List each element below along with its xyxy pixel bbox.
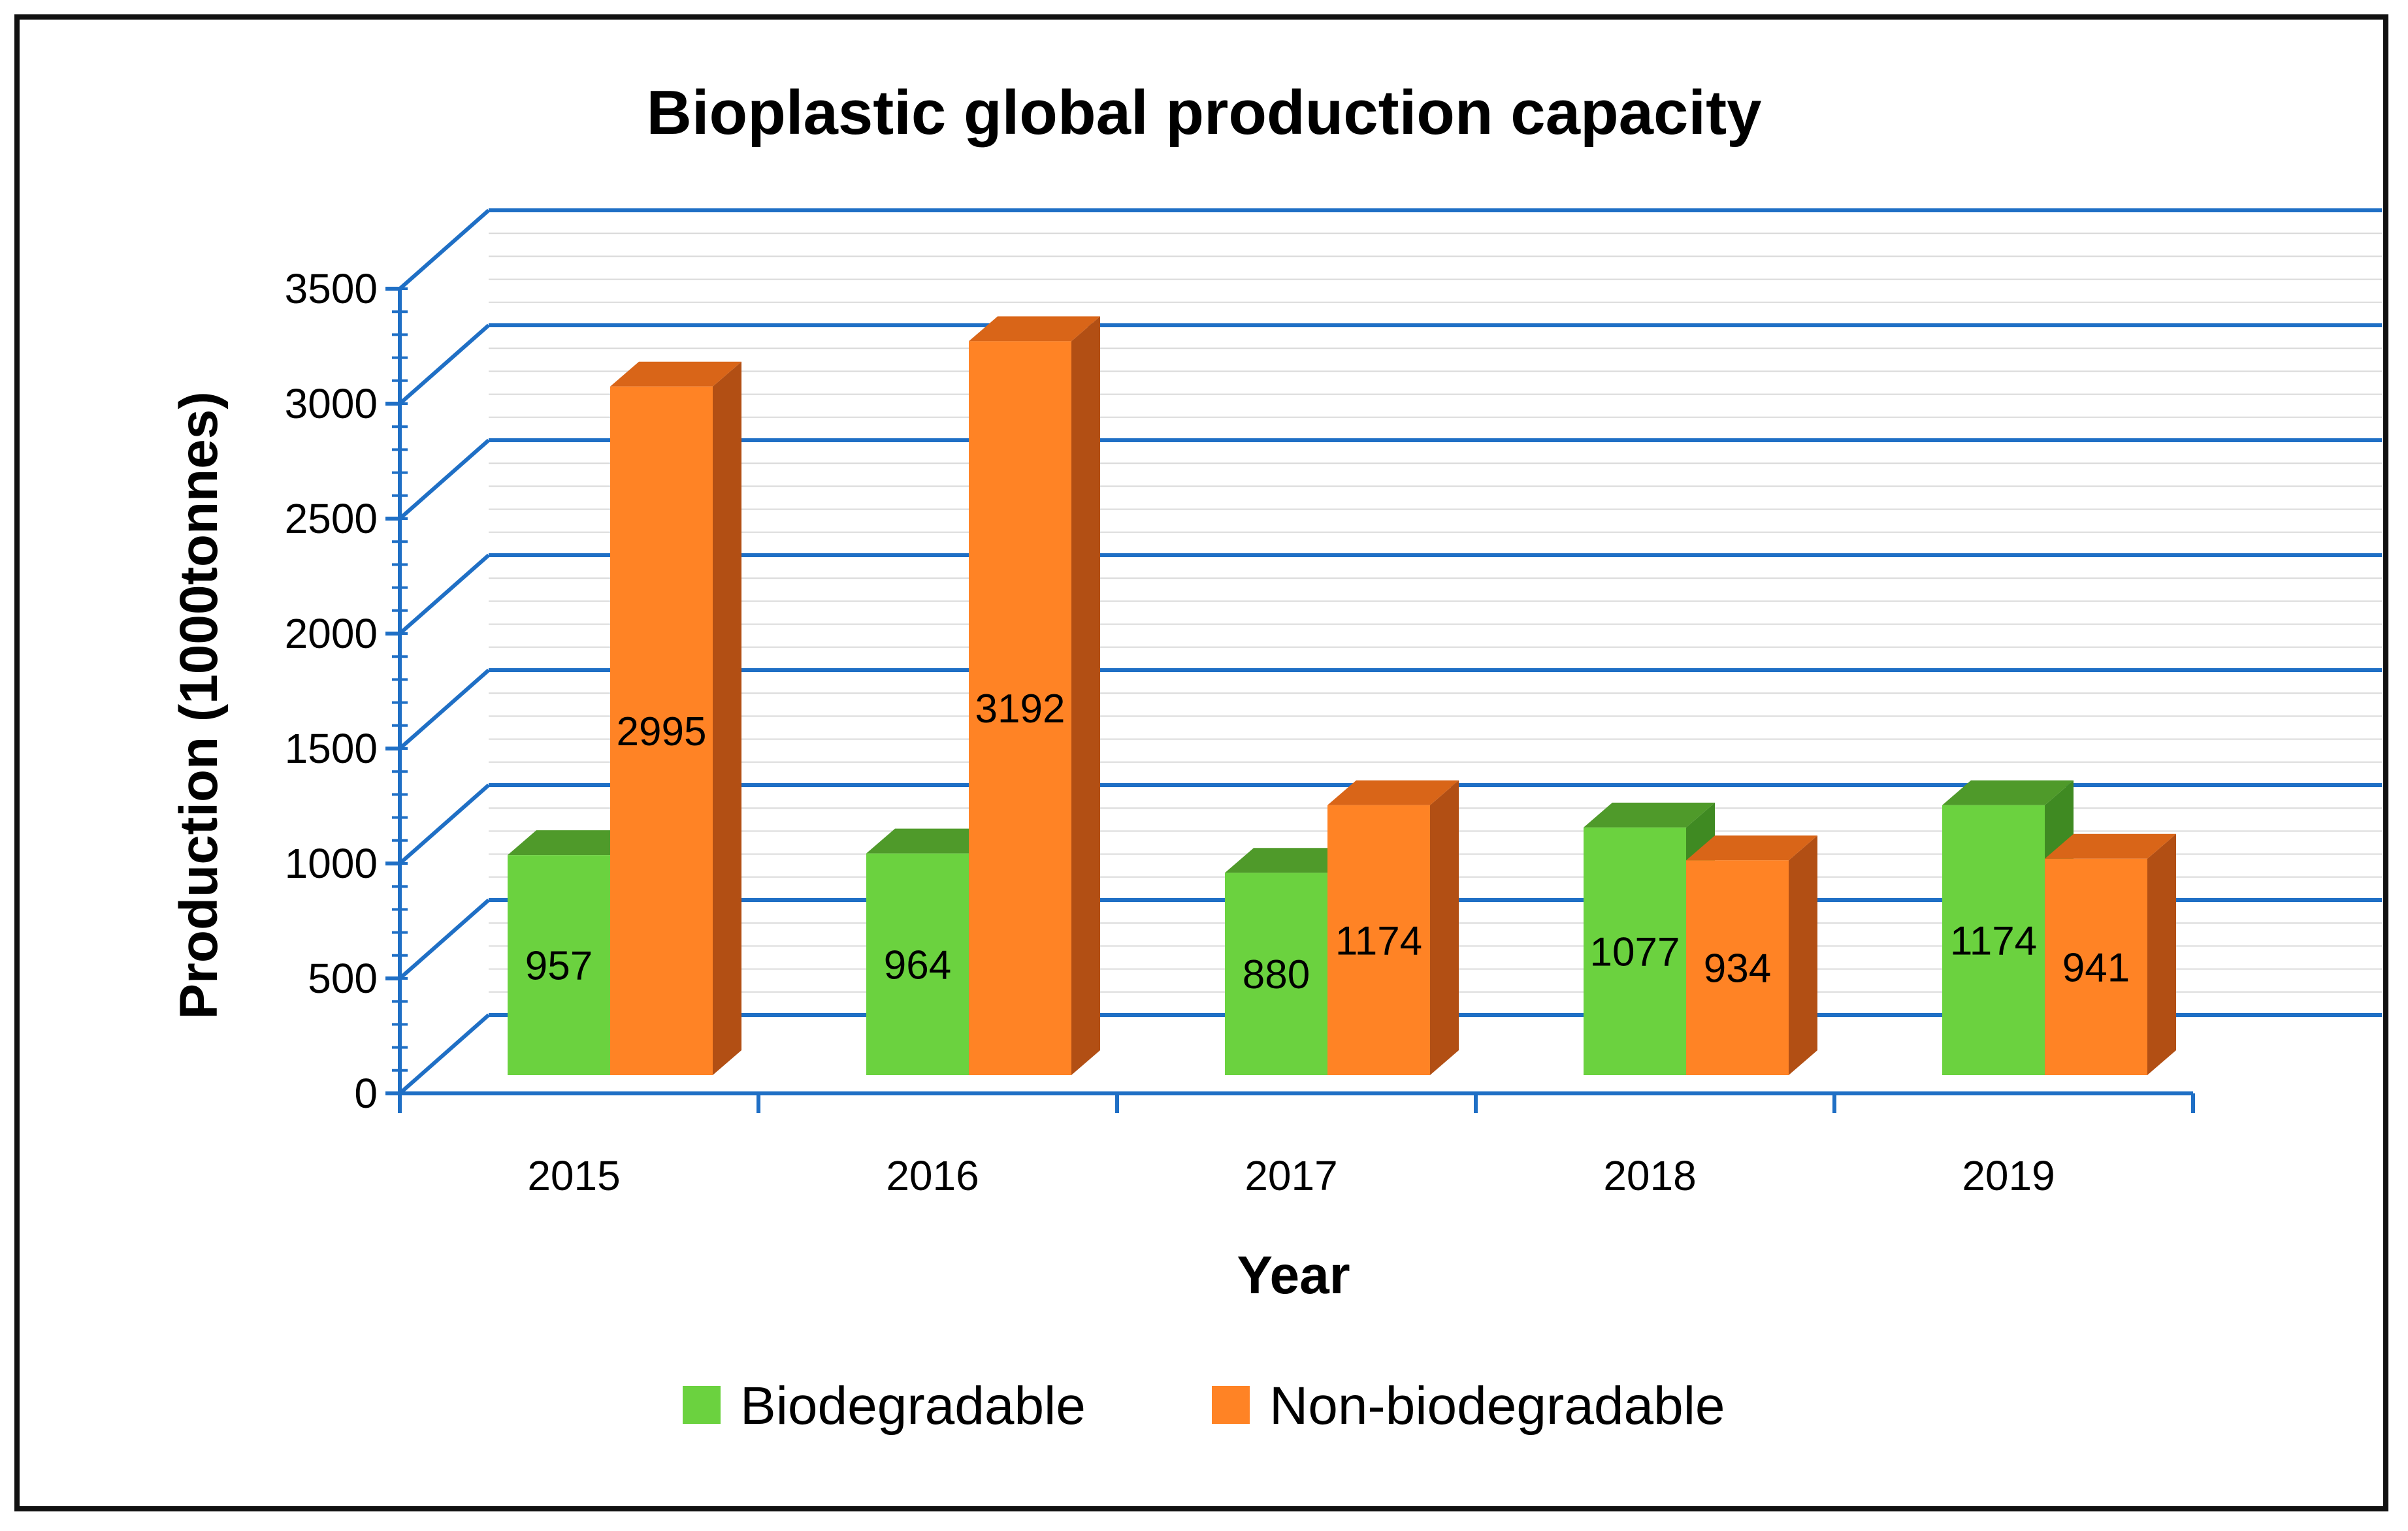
side-gridline bbox=[399, 438, 490, 521]
bar-top bbox=[1686, 835, 1817, 861]
y-tick-label: 1000 bbox=[285, 840, 378, 887]
bar-top bbox=[1225, 848, 1356, 873]
data-label: 1174 bbox=[1950, 918, 2037, 963]
bar-front bbox=[1327, 805, 1430, 1075]
y-tick-label: 2500 bbox=[285, 495, 378, 542]
bar-non-biodegradable-2015 bbox=[610, 361, 741, 1075]
y-tick-label: 0 bbox=[354, 1070, 378, 1117]
bar-side bbox=[2147, 833, 2176, 1075]
bar-non-biodegradable-2017 bbox=[1327, 780, 1459, 1075]
bar-top bbox=[2045, 833, 2176, 859]
legend-label-0: Biodegradable bbox=[740, 1376, 1086, 1436]
x-axis-title: Year bbox=[1237, 1246, 1350, 1305]
x-tick-label: 2015 bbox=[527, 1152, 620, 1199]
side-gridline bbox=[399, 898, 490, 980]
side-gridline bbox=[399, 783, 490, 865]
bar-top bbox=[508, 830, 639, 856]
side-gridline bbox=[399, 553, 490, 636]
bar-front bbox=[610, 386, 713, 1075]
data-label: 1077 bbox=[1590, 929, 1680, 975]
bar-non-biodegradable-2016 bbox=[969, 316, 1100, 1075]
legend-label-1: Non-biodegradable bbox=[1269, 1376, 1725, 1436]
bar-front bbox=[866, 853, 969, 1075]
y-tick-label: 3000 bbox=[285, 380, 378, 427]
bar-non-biodegradable-2018 bbox=[1686, 835, 1817, 1075]
bar-front bbox=[508, 855, 610, 1075]
chart-svg: Bioplastic global production capacity 0 5… bbox=[169, 78, 2382, 1436]
x-tick-label: 2016 bbox=[886, 1152, 979, 1199]
axes: 0 500 1000 1500 2000 2500 3000 3500 2015 2016 2017… bbox=[285, 265, 2195, 1199]
data-label: 880 bbox=[1243, 952, 1310, 997]
bar-top bbox=[1942, 780, 2074, 805]
legend: Biodegradable Non-biodegradable bbox=[683, 1376, 1725, 1436]
bar-top bbox=[610, 361, 741, 387]
y-axis-title: Production (1000tonnes) bbox=[169, 391, 229, 1019]
side-gridline bbox=[399, 668, 490, 750]
bar-front bbox=[969, 341, 1071, 1075]
chart-frame: Bioplastic global production capacity 0 5… bbox=[14, 14, 2388, 1511]
x-tick-label: 2017 bbox=[1245, 1152, 1337, 1199]
x-tick-label: 2018 bbox=[1603, 1152, 1696, 1199]
data-label: 1174 bbox=[1335, 918, 1422, 963]
side-gridline bbox=[399, 1013, 490, 1095]
y-tick-label: 2000 bbox=[285, 610, 378, 657]
bars bbox=[508, 316, 2176, 1075]
bar-front bbox=[1942, 805, 2045, 1075]
data-label: 964 bbox=[884, 943, 951, 988]
chart-title: Bioplastic global production capacity bbox=[647, 78, 1762, 148]
bar-side bbox=[713, 361, 741, 1075]
bar-front bbox=[1584, 827, 1686, 1075]
bar-top bbox=[1584, 802, 1715, 828]
bar-non-biodegradable-2019 bbox=[2045, 833, 2176, 1075]
bar-side bbox=[1071, 316, 1100, 1075]
side-gridline bbox=[399, 208, 490, 291]
y-tick-label: 3500 bbox=[285, 265, 378, 312]
bar-side bbox=[1430, 780, 1459, 1075]
data-label: 3192 bbox=[975, 686, 1066, 732]
legend-swatch-1 bbox=[1212, 1386, 1250, 1424]
data-label: 934 bbox=[1704, 946, 1771, 991]
legend-swatch-0 bbox=[683, 1386, 721, 1424]
data-label: 957 bbox=[525, 944, 593, 989]
bar-front bbox=[1686, 860, 1789, 1075]
data-label: 941 bbox=[2062, 945, 2130, 990]
bar-side bbox=[1789, 835, 1817, 1075]
bar-top bbox=[1327, 780, 1459, 805]
bar-top bbox=[866, 828, 998, 854]
bar-front bbox=[1225, 873, 1327, 1075]
y-tick-label: 1500 bbox=[285, 725, 378, 772]
bar-top bbox=[969, 316, 1100, 342]
data-labels: 957 964 880 1077 1174 2995 3192 1174 934 941 bbox=[525, 686, 2130, 997]
x-tick-label: 2019 bbox=[1962, 1152, 2055, 1199]
bar-front bbox=[2045, 858, 2147, 1075]
y-tick-label: 500 bbox=[308, 955, 378, 1002]
side-gridline bbox=[399, 323, 490, 406]
data-label: 2995 bbox=[617, 709, 707, 754]
